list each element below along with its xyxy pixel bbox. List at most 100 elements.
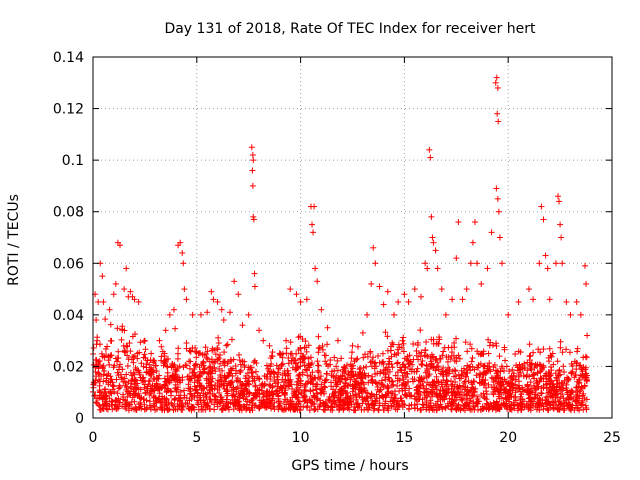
data-point xyxy=(577,387,584,394)
data-point xyxy=(334,357,341,364)
data-point xyxy=(186,406,193,413)
data-point xyxy=(364,353,371,360)
data-point xyxy=(228,336,235,343)
data-point xyxy=(189,369,196,376)
data-point xyxy=(428,393,435,400)
data-point xyxy=(204,370,211,377)
y-tick-label: 0.02 xyxy=(53,359,84,375)
data-point xyxy=(266,381,273,388)
data-point xyxy=(453,335,460,342)
data-point xyxy=(426,371,433,378)
x-axis-label: GPS time / hours xyxy=(291,458,408,474)
data-point xyxy=(356,393,363,400)
data-point xyxy=(463,373,470,380)
data-point xyxy=(537,349,544,356)
data-point xyxy=(580,406,587,413)
data-point xyxy=(579,397,586,404)
data-point xyxy=(468,358,475,365)
data-point xyxy=(173,376,180,383)
data-point xyxy=(331,354,338,361)
data-point xyxy=(269,382,276,389)
data-point xyxy=(114,325,121,332)
data-point xyxy=(559,391,566,398)
data-point xyxy=(131,391,138,398)
data-point xyxy=(215,334,222,341)
data-point xyxy=(388,394,395,401)
data-point xyxy=(557,393,564,400)
data-point xyxy=(277,351,284,358)
data-point xyxy=(120,378,127,385)
x-tick-label: 20 xyxy=(499,430,517,446)
data-point xyxy=(102,346,109,353)
data-point xyxy=(118,336,125,343)
data-point xyxy=(227,399,234,406)
data-point xyxy=(242,375,249,382)
data-point xyxy=(400,334,407,341)
data-point xyxy=(475,364,482,371)
data-point xyxy=(115,348,122,355)
data-point xyxy=(102,386,109,393)
data-point xyxy=(417,353,424,360)
data-point xyxy=(389,364,396,371)
data-point xyxy=(212,351,219,358)
data-point xyxy=(110,364,117,371)
data-point xyxy=(456,355,463,362)
data-point xyxy=(221,349,228,356)
data-point xyxy=(333,372,340,379)
y-tick-label: 0.12 xyxy=(53,102,84,118)
y-tick-label: 0.08 xyxy=(53,205,84,221)
data-point xyxy=(252,368,259,375)
data-point xyxy=(164,363,171,370)
data-point xyxy=(497,368,504,375)
data-point xyxy=(573,366,580,373)
data-point xyxy=(557,344,564,351)
data-point xyxy=(315,333,322,340)
data-point xyxy=(578,384,585,391)
data-point xyxy=(483,391,490,398)
data-point xyxy=(440,364,447,371)
data-point xyxy=(400,348,407,355)
data-point xyxy=(130,359,137,366)
data-point xyxy=(389,378,396,385)
data-point xyxy=(207,363,214,370)
data-point xyxy=(455,371,462,378)
data-point xyxy=(202,344,209,351)
data-point xyxy=(254,386,261,393)
data-point xyxy=(363,363,370,370)
data-point xyxy=(545,407,552,414)
data-point xyxy=(236,357,243,364)
data-point xyxy=(530,371,537,378)
data-point xyxy=(427,397,434,404)
data-point xyxy=(126,340,133,347)
data-point xyxy=(418,361,425,368)
data-point xyxy=(496,353,503,360)
data-point xyxy=(440,348,447,355)
data-point xyxy=(287,378,294,385)
x-tick-label: 15 xyxy=(395,430,413,446)
data-point xyxy=(249,402,256,409)
data-point xyxy=(164,363,171,370)
data-point xyxy=(554,358,561,365)
data-point xyxy=(212,382,219,389)
data-point xyxy=(115,385,122,392)
data-point xyxy=(193,354,200,361)
data-point xyxy=(106,361,113,368)
data-point xyxy=(124,362,131,369)
data-point xyxy=(360,364,367,371)
data-point xyxy=(158,343,165,350)
data-point xyxy=(413,352,420,359)
data-point xyxy=(192,386,199,393)
data-point xyxy=(93,399,100,406)
data-point xyxy=(142,346,149,353)
data-point xyxy=(124,343,131,350)
data-point xyxy=(332,388,339,395)
data-point xyxy=(546,345,553,352)
data-point xyxy=(472,385,479,392)
data-point xyxy=(568,360,575,367)
data-point xyxy=(359,400,366,407)
data-point xyxy=(224,382,231,389)
data-point xyxy=(358,406,365,413)
data-point xyxy=(473,372,480,379)
grid-lines xyxy=(93,57,612,418)
data-point xyxy=(330,386,337,393)
